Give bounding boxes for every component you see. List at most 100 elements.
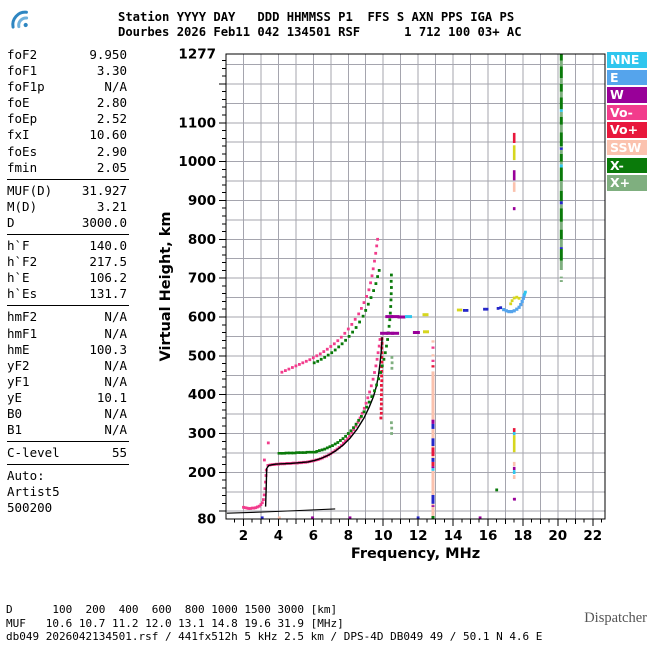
param-label: foF2 xyxy=(7,47,38,62)
svg-text:400: 400 xyxy=(188,387,216,403)
param-value: 55 xyxy=(111,445,127,461)
param-row-foes: foEs 2.90 xyxy=(7,144,127,160)
param-row-auto: Auto: xyxy=(7,468,127,484)
svg-text:300: 300 xyxy=(188,426,216,442)
legend-item-x: X+ xyxy=(607,175,647,191)
param-divider xyxy=(7,305,129,307)
param-row-fof1: foF1 3.30 xyxy=(7,63,127,79)
param-label: foEs xyxy=(7,143,38,159)
legend-item-vo: Vo+ xyxy=(607,122,647,138)
muf-distance-row: D 100 200 400 600 800 1000 1500 3000 [km… xyxy=(6,603,338,616)
param-label: Artist5 xyxy=(7,484,60,500)
param-label: fxI xyxy=(7,127,30,143)
param-label: MUF(D) xyxy=(7,182,53,198)
param-label: hmE xyxy=(7,341,30,357)
svg-text:16: 16 xyxy=(479,528,498,544)
muf-values-row: MUF 10.6 10.7 11.2 12.0 13.1 14.8 19.6 3… xyxy=(6,616,344,630)
param-row-clevel: C-level 55 xyxy=(7,445,127,461)
param-value: 100.3 xyxy=(89,341,127,357)
param-value: N/A xyxy=(104,373,127,389)
param-row-d: D 3000.0 xyxy=(7,215,127,231)
param-row-mufd: MUF(D) 31.927 xyxy=(7,183,127,199)
svg-text:700: 700 xyxy=(188,271,216,287)
param-value: N/A xyxy=(104,357,127,373)
param-value: 140.0 xyxy=(89,238,127,254)
param-row-yf2: yF2 N/A xyxy=(7,358,127,374)
param-value: 106.2 xyxy=(89,270,127,286)
param-label: foE xyxy=(7,95,30,111)
svg-text:20: 20 xyxy=(548,528,567,544)
param-label: hmF2 xyxy=(7,309,38,325)
param-label: h`F xyxy=(7,238,30,254)
param-row-he: h`E 106.2 xyxy=(7,270,127,286)
param-row-ye: yE 10.1 xyxy=(7,390,127,406)
param-label: h`Es xyxy=(7,286,38,302)
svg-text:12: 12 xyxy=(409,528,428,544)
param-divider xyxy=(7,464,129,466)
param-row-md: M(D) 3.21 xyxy=(7,199,127,215)
param-row-foep: foEp 2.52 xyxy=(7,111,127,127)
param-value: 2.52 xyxy=(96,111,127,127)
param-label: 500200 xyxy=(7,500,53,516)
param-value: 31.927 xyxy=(81,182,127,198)
param-row-fof1p: foF1p N/A xyxy=(7,79,127,95)
params-panel: foF2 9.950 foF1 3.30 foF1p N/A foE 2.80 foEp 2.52… xyxy=(7,47,129,517)
svg-text:200: 200 xyxy=(188,465,216,481)
param-value: 10.1 xyxy=(96,389,127,405)
param-label: hmF1 xyxy=(7,325,38,341)
legend-item-x: X- xyxy=(607,157,647,174)
digisonde-logo-icon xyxy=(11,10,29,29)
svg-text:14: 14 xyxy=(444,528,463,544)
param-label: B0 xyxy=(7,405,23,421)
svg-text:600: 600 xyxy=(188,310,216,326)
param-value: 2.90 xyxy=(96,143,127,159)
param-row-hme: hmE 100.3 xyxy=(7,342,127,358)
svg-text:22: 22 xyxy=(583,528,602,544)
param-row-hmf1: hmF1 N/A xyxy=(7,326,127,342)
param-row-fof2: foF2 9.950 xyxy=(7,47,127,63)
svg-text:800: 800 xyxy=(188,232,216,248)
param-row-b1: B1 N/A xyxy=(7,422,127,438)
svg-text:Virtual Height, km: Virtual Height, km xyxy=(158,211,174,361)
echo-direction-legend: NNE E W Vo- Vo+ SSW X- X+ xyxy=(607,52,648,193)
param-value: N/A xyxy=(104,422,127,438)
file-info-row: db049 2026042134501.rsf / 441fx512h 5 kH… xyxy=(6,630,543,643)
svg-text:8: 8 xyxy=(344,528,353,544)
param-row-hes: h`Es 131.7 xyxy=(7,286,127,302)
svg-text:900: 900 xyxy=(188,193,216,209)
svg-text:1277: 1277 xyxy=(178,47,216,63)
param-label: M(D) xyxy=(7,198,38,214)
param-row-artist5: Artist5 xyxy=(7,484,127,500)
param-label: Auto: xyxy=(7,468,45,484)
svg-text:Frequency, MHz: Frequency, MHz xyxy=(351,546,480,562)
param-row-500200: 500200 xyxy=(7,500,127,516)
svg-text:1100: 1100 xyxy=(178,115,216,131)
param-value: 10.60 xyxy=(89,127,127,143)
param-row-fxi: fxI 10.60 xyxy=(7,127,127,143)
param-label: foF1p xyxy=(7,79,45,95)
param-value: 3.30 xyxy=(96,63,127,79)
param-divider xyxy=(7,441,129,443)
param-label: B1 xyxy=(7,422,23,438)
param-label: C-level xyxy=(7,445,60,461)
param-value: N/A xyxy=(104,309,127,325)
param-value: 3000.0 xyxy=(81,214,127,230)
dispatcher-label: Dispatcher xyxy=(584,610,647,626)
header-line2: Dourbes 2026 Feb11 042 134501 RSF 1 712 … xyxy=(118,24,522,39)
param-row-foe: foE 2.80 xyxy=(7,95,127,111)
param-value: N/A xyxy=(104,325,127,341)
param-value: 131.7 xyxy=(89,286,127,302)
header-text: Station YYYY DAY DDD HHMMSS P1 FFS S AXN… xyxy=(118,10,522,39)
param-value: 3.21 xyxy=(96,198,127,214)
param-label: foEp xyxy=(7,111,38,127)
svg-text:4: 4 xyxy=(274,528,283,544)
svg-text:10: 10 xyxy=(374,528,393,544)
param-label: fmin xyxy=(7,159,38,175)
svg-text:18: 18 xyxy=(514,528,533,544)
legend-item-w: W xyxy=(607,87,647,103)
param-row-yf1: yF1 N/A xyxy=(7,374,127,390)
svg-text:2: 2 xyxy=(239,528,248,544)
param-row-fmin: fmin 2.05 xyxy=(7,160,127,176)
param-row-hf2: h`F2 217.5 xyxy=(7,254,127,270)
